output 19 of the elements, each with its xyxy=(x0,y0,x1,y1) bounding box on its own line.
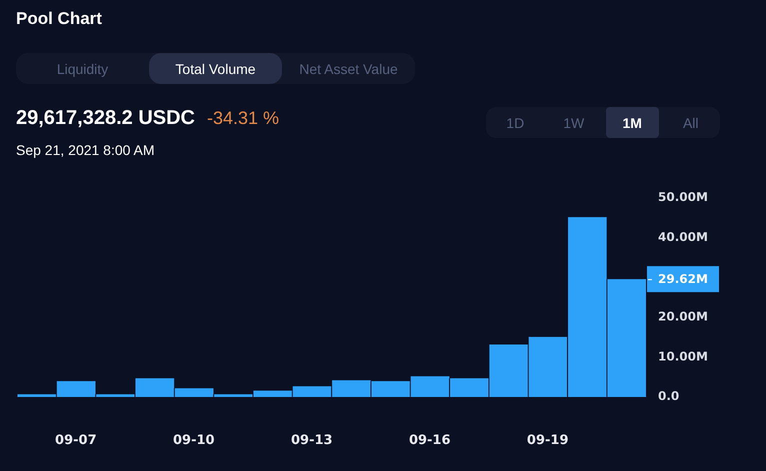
text: 29.62M xyxy=(658,272,708,286)
x-tick-label: 09-19 xyxy=(526,433,568,448)
chart-title: Pool Chart xyxy=(16,9,102,28)
y-tick-label: 0.0 xyxy=(658,389,680,404)
x-tick-label: 09-07 xyxy=(55,433,97,448)
x-tick-label: 09-16 xyxy=(408,433,451,448)
x-tick-label: 09-13 xyxy=(290,433,333,448)
y-tick-label: 50.00M xyxy=(658,190,708,204)
selected-range-tab: 1M xyxy=(606,107,659,138)
text: -34.31 % xyxy=(207,108,280,128)
text: Sep 21, 2021 8:00 AM xyxy=(16,142,155,158)
y-tick-label: 40.00M xyxy=(658,230,708,244)
range-tab-bar: 1D 1W 1M All xyxy=(486,107,720,138)
y-tick-label: 20.00M xyxy=(658,310,708,324)
y-tick-label: 10.00M xyxy=(658,349,708,364)
x-tick-label: 09-10 xyxy=(173,433,215,448)
tab-bar: Liquidity Total Volume Net Asset Value xyxy=(16,53,415,84)
chart-subtitle: 29,617,328.2 USDC xyxy=(16,107,196,129)
selected-tab: Total Volume xyxy=(149,53,282,84)
